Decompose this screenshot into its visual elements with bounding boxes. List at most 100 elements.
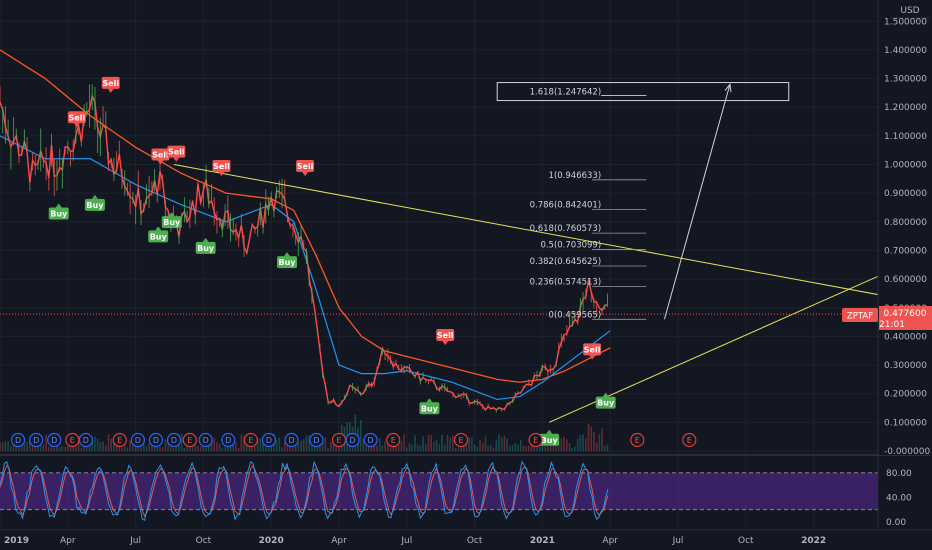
buy-signal-box: [539, 433, 560, 446]
ticker-badge[interactable]: ZPTAF 0.477600 21:01: [842, 306, 932, 330]
volume-bar: [210, 442, 213, 451]
dividend-marker[interactable]: D: [345, 432, 360, 448]
buy-signal-label: Buy: [421, 404, 439, 413]
dividend-marker[interactable]: D: [29, 432, 44, 448]
dividend-marker[interactable]: D: [148, 432, 164, 448]
sell-signal-box: [167, 145, 186, 158]
volume-bar: [408, 443, 411, 451]
earnings-marker[interactable]: E: [182, 432, 197, 448]
event-marker-label: D: [33, 436, 39, 445]
earnings-marker[interactable]: E: [528, 432, 543, 448]
event-marker-label: D: [203, 436, 209, 445]
event-marker-label: D: [288, 436, 294, 445]
event-marker-label: D: [83, 436, 89, 445]
earnings-marker[interactable]: E: [386, 432, 401, 448]
volume-bar: [221, 447, 224, 451]
volume-bar: [438, 444, 441, 451]
volume-bar: [180, 434, 183, 451]
volume-bar: [294, 440, 297, 451]
event-marker-label: E: [336, 436, 341, 445]
buy-signal-label: Buy: [597, 399, 615, 408]
fib-extension-rectangle[interactable]: [496, 82, 790, 102]
price-tick-label: 1.500000: [884, 17, 927, 27]
volume-bar: [142, 439, 145, 451]
volume-bar: [191, 443, 194, 451]
volume-bar: [387, 443, 389, 451]
fib-level-label: 0.5(0.703099): [540, 241, 601, 251]
earnings-marker[interactable]: E: [112, 432, 127, 448]
earnings-marker[interactable]: E: [682, 432, 697, 448]
dividend-marker[interactable]: D: [261, 432, 277, 448]
time-tick-label: 2022: [801, 536, 826, 546]
earnings-marker[interactable]: E: [243, 432, 258, 448]
fibonacci-extension-box[interactable]: 1.618(1.247642): [496, 82, 790, 102]
volume-bar: [48, 446, 50, 451]
price-axis-panel[interactable]: [878, 0, 932, 455]
volume-bar: [31, 441, 34, 451]
volume-bar: [595, 442, 598, 451]
volume-bar: [506, 438, 508, 451]
sell-signal: Sell: [212, 159, 231, 176]
event-marker-circle: [284, 432, 299, 448]
event-marker-circle: [386, 432, 401, 448]
dividend-marker[interactable]: D: [363, 432, 378, 448]
volume-bar: [254, 446, 256, 451]
price-tick-label: 0.300000: [884, 361, 927, 371]
volume-bar: [148, 443, 150, 451]
volume-bar: [454, 447, 457, 451]
dividend-marker[interactable]: D: [47, 432, 62, 448]
event-marker-label: D: [135, 436, 141, 445]
time-axis-labels[interactable]: 2019 Apr Jul Oct 2020 Apr Jul Oct 2021 Apr Jul Oct 2…: [4, 536, 826, 546]
dividend-marker[interactable]: D: [198, 432, 213, 448]
volume-bar: [107, 434, 110, 451]
last-price-box: [879, 306, 932, 330]
buy-signal: Buy: [419, 398, 440, 415]
volume-bar: [305, 435, 308, 451]
volume-bar: [248, 443, 251, 451]
fib-level-label: 0.236(0.574513): [530, 277, 602, 287]
earnings-marker[interactable]: E: [331, 432, 347, 448]
volume-bar: [64, 447, 66, 451]
volume-bar: [362, 439, 365, 451]
time-tick-label: Apr: [60, 536, 76, 546]
stochastic-oscillator: [0, 460, 609, 521]
oscillator-axis-panel[interactable]: [878, 456, 932, 530]
volume-bar: [416, 444, 419, 451]
volume-bar: [213, 437, 216, 451]
volume-bar: [587, 423, 590, 451]
dividend-marker[interactable]: D: [309, 432, 324, 448]
volume-bar: [243, 436, 245, 451]
volume-bar: [34, 444, 37, 451]
dividend-marker[interactable]: D: [284, 432, 299, 448]
projection-arrow[interactable]: [663, 83, 732, 320]
volume-bar: [308, 435, 310, 451]
sell-signal-label: Sell: [152, 151, 169, 160]
volume-bar: [547, 446, 549, 451]
event-marker-label: E: [687, 436, 692, 445]
volume-bar: [115, 442, 118, 451]
event-marker-circle: [345, 432, 360, 448]
earnings-marker[interactable]: E: [630, 432, 645, 448]
volume-bar: [4, 441, 7, 451]
dividend-marker[interactable]: D: [166, 432, 182, 448]
event-marker-circle: [453, 432, 469, 448]
dividend-marker[interactable]: D: [221, 432, 236, 448]
event-marker-circle: [198, 432, 213, 448]
earnings-marker[interactable]: E: [65, 432, 80, 448]
dividend-marker[interactable]: D: [130, 432, 145, 448]
time-tick-label: Oct: [467, 536, 483, 546]
volume-bar: [557, 441, 560, 451]
earnings-marker[interactable]: E: [453, 432, 469, 448]
volume-bar: [403, 434, 405, 451]
time-tick-label: Jul: [672, 536, 684, 546]
volume-bar: [327, 447, 329, 451]
dividend-marker[interactable]: D: [78, 432, 93, 448]
buy-signal-pointer: [546, 429, 553, 434]
event-marker-circle: [363, 432, 378, 448]
event-marker-label: D: [368, 436, 374, 445]
volume-bar: [568, 443, 571, 451]
dividend-marker[interactable]: D: [10, 432, 26, 448]
volume-bar: [42, 444, 45, 451]
